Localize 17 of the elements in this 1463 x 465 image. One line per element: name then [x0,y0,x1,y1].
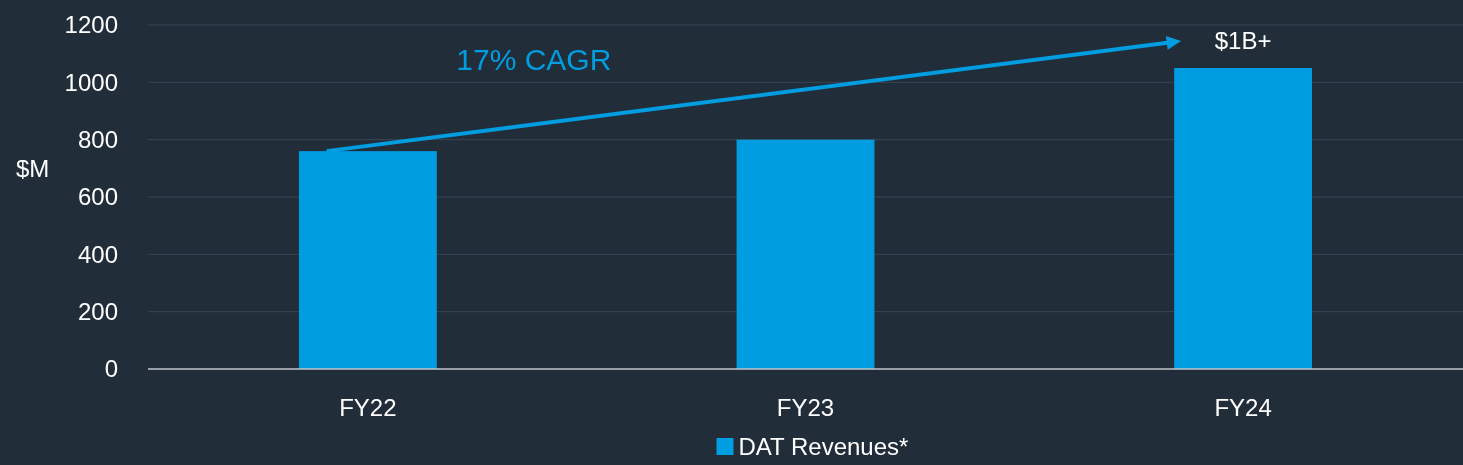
legend-label: DAT Revenues* [738,433,909,460]
x-tick-label: FY22 [339,394,397,421]
y-tick-label: 1200 [64,11,118,39]
y-tick-label: 400 [77,240,118,268]
y-tick-label: 800 [77,126,118,154]
y-tick-label: 600 [77,183,118,211]
x-tick-label: FY24 [1214,394,1272,421]
y-tick-label: 0 [104,355,118,383]
y-tick-label: 200 [77,298,118,326]
bar [1174,68,1313,369]
annotation: 17% CAGR [456,43,612,76]
y-axis-title: $M [16,155,50,182]
annotation: $1B+ [1214,27,1272,54]
bar [736,139,875,369]
x-tick-label: FY23 [776,394,835,421]
bar [298,151,437,369]
y-tick-label: 1000 [64,68,118,96]
